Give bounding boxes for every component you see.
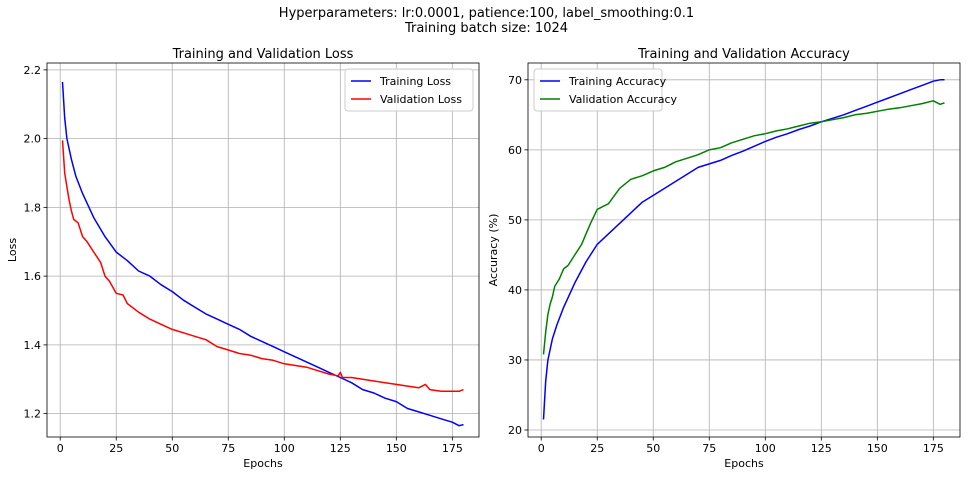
loss-legend: Training Loss Validation Loss [344, 68, 474, 112]
loss-legend-box [344, 68, 474, 112]
accuracy-xtick-label: 125 [811, 442, 832, 455]
loss-xtick-label: 25 [109, 442, 123, 455]
loss-ytick-label: 1.6 [24, 270, 42, 283]
loss-legend-label: Training Loss [379, 75, 451, 88]
figure-suptitle-line2: Training batch size: 1024 [404, 21, 569, 36]
accuracy-legend-label: Validation Accuracy [569, 93, 678, 106]
accuracy-series-training-accuracy [542, 79, 945, 420]
loss-chart-title: Training and Validation Loss [172, 47, 354, 62]
loss-ytick-label: 2.2 [24, 64, 42, 77]
accuracy-xtick-label: 75 [702, 442, 716, 455]
accuracy-ytick-label: 50 [508, 214, 522, 227]
loss-ytick-label: 1.8 [24, 201, 42, 214]
loss-xtick-label: 0 [57, 442, 64, 455]
accuracy-series-validation-accuracy [542, 100, 945, 355]
accuracy-ytick-label: 30 [508, 354, 522, 367]
accuracy-xtick-label: 175 [923, 442, 944, 455]
loss-xtick-label: 75 [221, 442, 235, 455]
figure-suptitle-line1: Hyperparameters: lr:0.0001, patience:100… [278, 6, 695, 21]
loss-xtick-label: 100 [274, 442, 295, 455]
loss-xtick-label: 175 [442, 442, 463, 455]
accuracy-xtick-label: 25 [590, 442, 604, 455]
accuracy-ytick-label: 70 [508, 74, 522, 87]
loss-series-training-loss [61, 81, 464, 427]
accuracy-chart: 0 25 50 75 100 125 150 175 20 30 40 50 60 70 Training … [487, 47, 961, 470]
accuracy-legend-box [533, 68, 663, 112]
accuracy-ytick-label: 40 [508, 284, 522, 297]
accuracy-xtick-label: 0 [538, 442, 545, 455]
accuracy-legend: Training Accuracy Validation Accuracy [533, 68, 678, 112]
accuracy-ytick-label: 20 [508, 424, 522, 437]
accuracy-axes-frame [527, 62, 961, 438]
loss-xtick-label: 150 [386, 442, 407, 455]
loss-x-axis-label: Epochs [243, 457, 283, 470]
loss-legend-label: Validation Loss [380, 93, 462, 106]
accuracy-xtick-label: 150 [867, 442, 888, 455]
accuracy-legend-label: Training Accuracy [568, 75, 667, 88]
loss-xtick-label: 50 [165, 442, 179, 455]
accuracy-chart-title: Training and Validation Accuracy [637, 47, 850, 62]
accuracy-y-axis-label: Accuracy (%) [487, 214, 500, 287]
accuracy-xtick-label: 50 [646, 442, 660, 455]
loss-series-validation-loss [61, 140, 464, 393]
loss-axes-frame [46, 62, 480, 438]
accuracy-x-axis-label: Epochs [724, 457, 764, 470]
accuracy-ytick-label: 60 [508, 144, 522, 157]
loss-ytick-label: 1.4 [24, 339, 42, 352]
loss-xtick-label: 125 [330, 442, 351, 455]
accuracy-xtick-label: 100 [755, 442, 776, 455]
loss-ytick-label: 1.2 [24, 408, 42, 421]
loss-chart: 0 25 50 75 100 125 150 175 1.2 1.4 1.6 1.8 2.0 2.2 Tra… [6, 47, 480, 470]
loss-ytick-label: 2.0 [24, 133, 42, 146]
loss-y-axis-label: Loss [6, 238, 19, 262]
